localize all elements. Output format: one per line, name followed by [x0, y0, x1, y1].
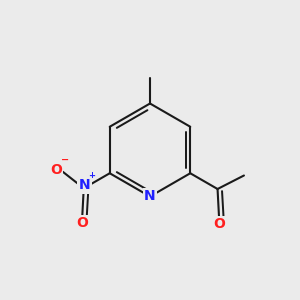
Text: N: N [79, 178, 90, 192]
Text: O: O [76, 216, 88, 230]
Text: O: O [50, 163, 62, 177]
Text: +: + [88, 171, 95, 180]
Text: N: N [144, 190, 156, 203]
Text: O: O [213, 217, 225, 231]
Text: −: − [61, 155, 69, 165]
